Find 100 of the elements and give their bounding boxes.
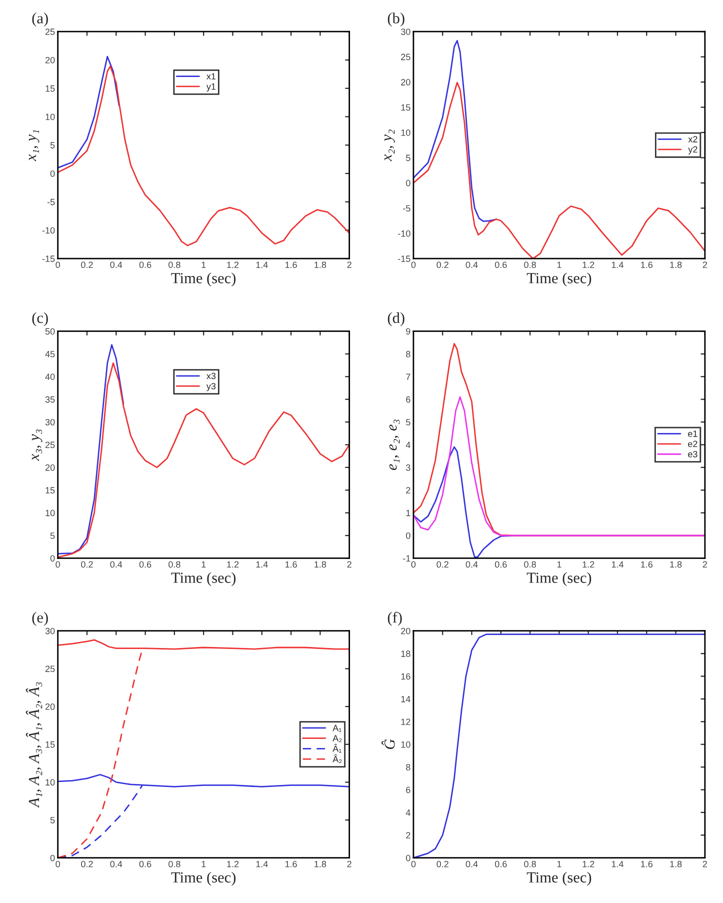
x-tick-label: 1.6 — [285, 860, 297, 868]
y-tick-label: 5 — [50, 817, 55, 824]
x-tick-label: 0.8 — [524, 561, 536, 568]
x-tick-label: 0.8 — [524, 262, 536, 268]
y-tick-label: 0 — [406, 854, 410, 862]
x-axis-title: Time (sec) — [526, 572, 592, 586]
x-tick-label: 1.2 — [582, 561, 594, 568]
x-axis-title: Time (sec) — [171, 572, 236, 586]
x-tick-label: 0.4 — [110, 561, 122, 568]
y-tick-label: 5 — [406, 419, 410, 426]
y-axis-title: x₃, y₃ — [32, 429, 42, 461]
x-tick-label: 0.4 — [466, 860, 478, 868]
x-axis-title: Time (sec) — [526, 872, 592, 886]
y-tick-label: 10 — [401, 129, 410, 136]
y-tick-label: 35 — [45, 396, 55, 403]
legend-label: x1 — [206, 73, 216, 80]
y-tick-label: 6 — [406, 786, 410, 794]
line-series — [58, 56, 120, 168]
x-tick-label: 1 — [557, 262, 562, 268]
legend-label: x3 — [206, 372, 216, 380]
x-tick-label: 1.4 — [612, 561, 624, 568]
x-tick-label: 1.2 — [227, 262, 239, 268]
y-tick-label: 0 — [406, 180, 410, 186]
line-series — [58, 66, 350, 246]
x-tick-label: 1.2 — [582, 262, 594, 268]
x-tick-label: 1.8 — [670, 860, 682, 868]
y-tick-label: 20 — [401, 628, 410, 634]
x-tick-label: 1.6 — [641, 561, 653, 568]
x-tick-label: 1.6 — [285, 262, 297, 268]
y-tick-label: -10 — [42, 227, 55, 234]
x-tick-label: 0.8 — [168, 262, 180, 268]
line-series — [58, 639, 350, 650]
x-tick-label: 0 — [411, 561, 416, 568]
legend-label: x2 — [688, 136, 698, 142]
legend-label: A₁ — [332, 724, 342, 732]
y-tick-label: 10 — [46, 779, 55, 786]
y-tick-label: -10 — [398, 230, 410, 237]
y-axis-title: A₁, A₂, A₃, Â₁, Â₂, Â₃ — [26, 682, 42, 808]
x-tick-label: 1.4 — [612, 860, 624, 868]
x-tick-label: 0.2 — [81, 262, 93, 268]
x-tick-label: 1 — [202, 262, 206, 268]
x-tick-label: 1.2 — [227, 561, 239, 568]
y-tick-label: 16 — [401, 673, 410, 680]
x-tick-label: 0.2 — [436, 860, 448, 868]
legend-label: A₂ — [332, 735, 342, 742]
y-tick-label: 10 — [46, 114, 55, 120]
x-tick-label: 1.4 — [256, 561, 268, 568]
y-tick-label: 0 — [50, 170, 55, 177]
x-tick-label: 0.4 — [466, 561, 478, 568]
x-tick-label: 0.6 — [139, 860, 152, 868]
x-tick-label: 1 — [557, 561, 562, 568]
y-tick-label: -5 — [403, 205, 410, 212]
x-tick-label: 1.8 — [314, 262, 326, 268]
chart-title: (c) — [32, 312, 48, 326]
y-tick-label: 10 — [46, 510, 55, 516]
x-tick-label: 1 — [202, 860, 206, 868]
y-tick-label: 30 — [400, 28, 410, 35]
y-tick-label: 20 — [45, 703, 55, 710]
x-tick-label: 0.4 — [110, 262, 122, 268]
y-tick-label: 0 — [50, 555, 55, 562]
y-tick-label: 5 — [406, 154, 410, 162]
legend-label: Â₂ — [332, 754, 342, 764]
legend-label: y3 — [206, 382, 216, 392]
x-tick-label: 0.6 — [494, 561, 507, 568]
legend-label: y2 — [688, 146, 698, 154]
x-tick-label: 0.6 — [139, 561, 152, 568]
x-tick-label: 0.6 — [139, 262, 152, 268]
x-axis-title: Time (sec) — [171, 872, 236, 886]
x-axis-title: Time (sec) — [171, 272, 236, 286]
y-tick-label: 45 — [45, 350, 55, 358]
y-tick-label: -1 — [403, 555, 410, 562]
y-tick-label: 25 — [401, 54, 410, 60]
x-tick-label: 1.4 — [256, 860, 268, 868]
y-tick-label: 7 — [406, 374, 410, 380]
y-axis-title: e₁, e₂, e₃ — [389, 420, 400, 470]
x-tick-label: 0 — [56, 561, 60, 568]
y-tick-label: 15 — [401, 104, 410, 111]
y-tick-label: 0 — [50, 854, 55, 862]
y-tick-label: 15 — [46, 741, 55, 748]
y-tick-label: 10 — [401, 741, 410, 748]
chart-title: (e) — [32, 612, 48, 626]
y-tick-label: 25 — [45, 666, 55, 672]
x-tick-label: 1.2 — [582, 860, 594, 868]
y-tick-label: 6 — [406, 396, 410, 403]
y-tick-label: 15 — [46, 85, 55, 92]
x-tick-label: 0.8 — [524, 860, 536, 868]
y-axis-title: x₁, y₁ — [28, 130, 40, 162]
y-tick-label: 20 — [45, 464, 55, 471]
x-tick-label: 0 — [411, 262, 416, 268]
legend-label: e1 — [688, 430, 698, 437]
legend-label: y1 — [206, 83, 216, 92]
y-tick-label: 14 — [401, 696, 410, 702]
y-tick-label: 4 — [406, 810, 410, 816]
x-tick-label: 0 — [56, 262, 60, 268]
line-series — [413, 40, 498, 222]
x-tick-label: 0 — [411, 860, 416, 868]
y-tick-label: 12 — [401, 718, 410, 725]
y-tick-label: 1 — [406, 510, 410, 516]
y-tick-label: 2 — [406, 487, 410, 494]
chart-title: (f) — [388, 612, 402, 626]
